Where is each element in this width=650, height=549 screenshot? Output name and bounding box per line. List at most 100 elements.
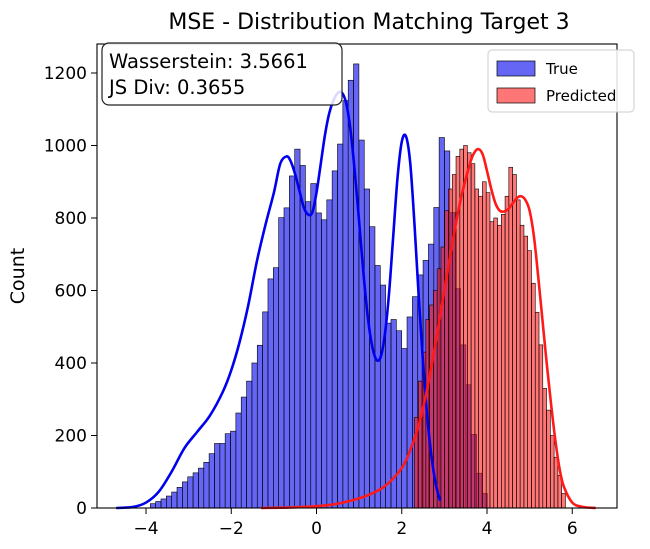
true-bar (187, 476, 194, 509)
predicted-bar (478, 195, 483, 509)
predicted-bar (474, 188, 479, 509)
true-bar (283, 207, 290, 509)
true-bar (208, 453, 215, 509)
stats-annotation: Wasserstein: 3.5661 JS Div: 0.3655 (101, 42, 343, 106)
true-bar (219, 443, 226, 509)
predicted-bar (553, 456, 559, 509)
true-bar (353, 63, 360, 509)
true-bar (273, 267, 279, 509)
true-bar (149, 503, 156, 509)
predicted-bar (436, 268, 442, 509)
true-bar (369, 226, 376, 509)
y-tick-label: 1000 (44, 137, 87, 157)
true-bar (289, 175, 296, 509)
true-bar (230, 430, 237, 509)
predicted-bar (531, 282, 536, 509)
x-tick-label: 4 (482, 519, 493, 539)
y-tick-label: 200 (55, 427, 87, 447)
x-tick-label: 6 (567, 519, 578, 539)
true-bar (406, 316, 413, 509)
x-tick-label: 2 (396, 519, 407, 539)
legend: True Predicted (487, 49, 635, 113)
true-bar (326, 199, 333, 509)
true-bar (166, 495, 172, 509)
predicted-bar (516, 199, 521, 509)
predicted-kde-line (261, 147, 596, 510)
y-axis-label: Count (7, 248, 29, 304)
true-bar (315, 212, 322, 509)
true-bar (176, 487, 183, 509)
predicted-bar (542, 388, 547, 509)
legend-swatch-true (496, 60, 536, 77)
true-bar (192, 472, 199, 509)
true-bar (305, 201, 312, 509)
true-bar (171, 491, 178, 509)
predicted-bar (504, 195, 510, 509)
true-bar (310, 183, 317, 509)
true-bar (379, 284, 386, 509)
predicted-bar (467, 152, 472, 509)
y-tick-label: 0 (76, 499, 87, 519)
predicted-bar (482, 181, 487, 509)
true-bar (246, 380, 253, 509)
true-bar (251, 362, 258, 509)
plot-frame (96, 43, 618, 509)
predicted-bar (448, 188, 453, 509)
true-bar (198, 467, 205, 509)
legend-swatch-predicted (496, 87, 536, 104)
predicted-bar (444, 210, 449, 509)
predicted-bar (500, 214, 506, 509)
predicted-bar (550, 435, 555, 509)
predicted-bar (512, 174, 517, 509)
predicted-bar (519, 224, 525, 509)
axis-ticks-group: −4 −2 0 2 4 6 0 200 400 600 800 1000 1200 (44, 64, 578, 539)
predicted-bar (561, 493, 566, 509)
true-bar (235, 412, 242, 509)
predicted-bar (523, 235, 528, 509)
true-bar (256, 344, 263, 509)
true-bar (278, 217, 285, 509)
true-bar (358, 139, 365, 509)
y-tick-label: 400 (55, 354, 87, 374)
predicted-bar (527, 250, 532, 509)
true-kde-line (116, 90, 442, 510)
legend-label-true: True (545, 60, 578, 78)
x-tick-label: −2 (219, 519, 244, 539)
js-div-text: JS Div: 0.3655 (107, 76, 245, 99)
true-bar (203, 462, 210, 509)
true-bar (321, 219, 328, 509)
true-bar (374, 265, 381, 509)
true-bar (337, 143, 344, 509)
true-bar (294, 148, 301, 509)
x-tick-label: 0 (311, 519, 322, 539)
x-tick-label: −4 (133, 519, 158, 539)
true-bar (342, 100, 349, 509)
chart-title: MSE - Distribution Matching Target 3 (168, 10, 569, 35)
predicted-bar (463, 145, 468, 509)
true-bar (401, 348, 408, 509)
y-tick-label: 800 (55, 209, 87, 229)
y-tick-label: 600 (55, 282, 87, 302)
wasserstein-text: Wasserstein: 3.5661 (109, 50, 308, 73)
true-bar (224, 433, 231, 509)
true-bar (299, 165, 306, 509)
legend-label-predicted: Predicted (546, 87, 616, 105)
predicted-bar (493, 217, 498, 509)
true-bar (331, 170, 338, 509)
true-bar (155, 501, 162, 509)
true-bar (160, 498, 167, 509)
true-bar (214, 443, 221, 509)
predicted-bar (538, 344, 544, 509)
true-bar (363, 188, 370, 509)
predicted-bar (489, 221, 495, 509)
true-bar (396, 330, 402, 509)
predicted-bar (470, 163, 476, 509)
predicted-bar (485, 192, 491, 509)
y-tick-label: 1200 (44, 64, 87, 84)
predicted-bar (429, 304, 434, 509)
predicted-bar (418, 380, 423, 509)
true-bar (182, 481, 189, 509)
predicted-bar (546, 409, 551, 509)
predicted-bar (534, 311, 540, 509)
